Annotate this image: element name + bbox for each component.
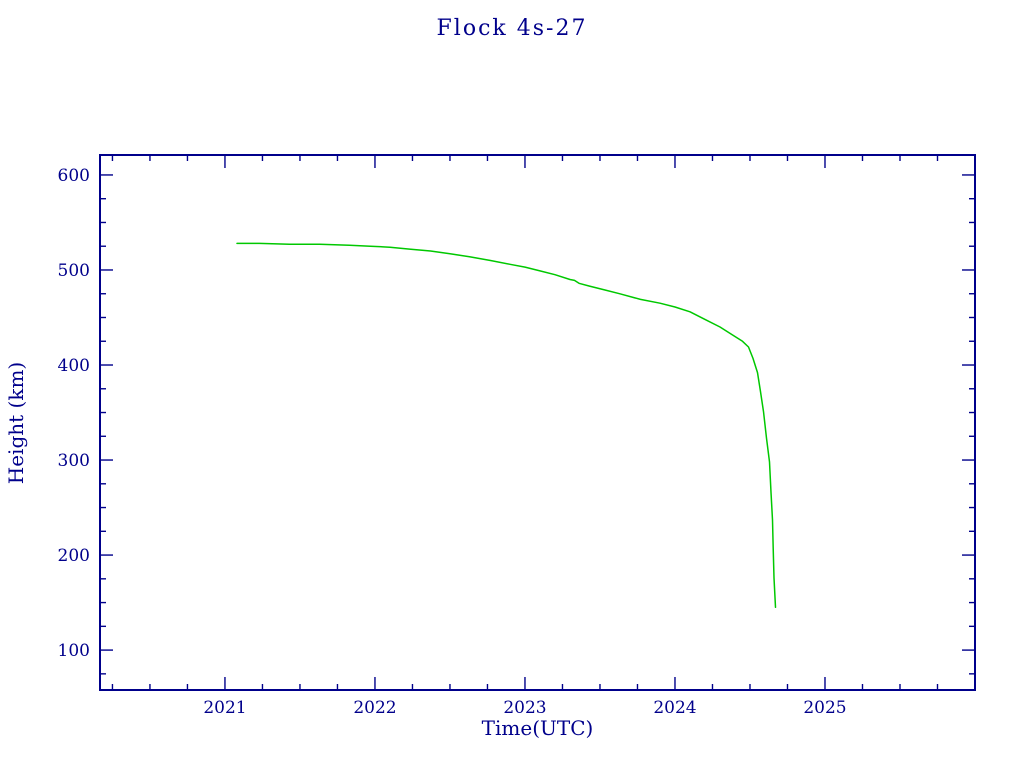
y-tick-label: 600: [58, 166, 90, 186]
y-axis-label: Height (km): [4, 361, 28, 485]
x-tick-label: 2021: [203, 698, 246, 718]
x-axis-label: Time(UTC): [481, 716, 594, 740]
y-tick-label: 100: [58, 641, 90, 661]
x-tick-label: 2025: [803, 698, 846, 718]
height-series-line: [236, 242, 777, 609]
chart-title: Flock 4s-27: [436, 16, 588, 41]
x-tick-label: 2024: [653, 698, 696, 718]
x-tick-label: 2023: [503, 698, 546, 718]
y-tick-label: 400: [58, 356, 90, 376]
plot-frame: [99, 154, 976, 691]
y-tick-label: 300: [58, 451, 90, 471]
x-tick-label: 2022: [353, 698, 396, 718]
y-tick-label: 500: [58, 261, 90, 281]
y-tick-label: 200: [58, 546, 90, 566]
